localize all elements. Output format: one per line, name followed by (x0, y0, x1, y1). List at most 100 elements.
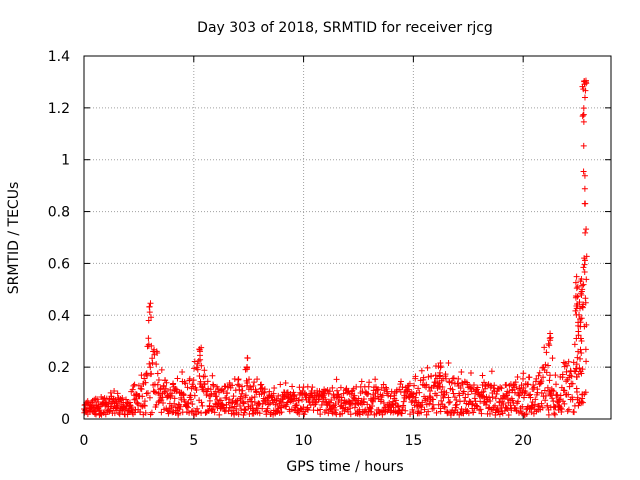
data-point (575, 328, 582, 335)
data-point (341, 407, 348, 414)
data-point (174, 407, 181, 414)
data-point (578, 400, 585, 407)
data-point (470, 382, 477, 389)
data-point (580, 111, 587, 118)
x-tick-label: 15 (404, 433, 422, 449)
data-point (183, 403, 190, 410)
data-point (580, 142, 587, 149)
data-point (295, 397, 302, 404)
plot-frame (83, 55, 612, 420)
data-point (186, 375, 193, 382)
data-point (154, 350, 161, 357)
data-point (405, 386, 412, 393)
data-point (130, 382, 137, 389)
data-point (549, 355, 556, 362)
data-point (438, 389, 445, 396)
data-point (438, 397, 445, 404)
data-point (528, 404, 535, 411)
data-point (233, 405, 240, 412)
data-point (582, 389, 589, 396)
data-point (544, 402, 551, 409)
data-point (473, 402, 480, 409)
data-point (151, 388, 158, 395)
data-point (430, 396, 437, 403)
x-tick-label: 10 (295, 433, 313, 449)
data-point (574, 283, 581, 290)
data-point (483, 399, 490, 406)
data-point (328, 396, 335, 403)
data-point (181, 398, 188, 405)
data-point (277, 381, 284, 388)
data-point (297, 405, 304, 412)
data-point (433, 409, 440, 416)
data-point (203, 391, 210, 398)
data-point (364, 412, 371, 418)
data-point (317, 411, 324, 418)
data-point (505, 412, 512, 419)
data-point (538, 378, 545, 385)
data-point (555, 396, 562, 403)
data-point (242, 407, 249, 414)
data-point (289, 383, 296, 390)
data-point (541, 344, 548, 351)
data-point (576, 311, 583, 318)
data-point (579, 286, 586, 293)
data-point (141, 398, 148, 405)
data-point (197, 352, 204, 359)
data-point (582, 229, 589, 236)
data-point (148, 370, 155, 377)
data-point (545, 411, 552, 418)
data-point (368, 403, 375, 410)
data-point (296, 411, 303, 418)
data-point (322, 396, 329, 403)
data-point (131, 396, 138, 403)
grid (84, 56, 611, 419)
data-point (220, 388, 227, 395)
data-point (451, 394, 458, 401)
data-point (449, 375, 456, 382)
data-point (578, 291, 585, 298)
data-point (466, 398, 473, 405)
data-point (425, 373, 432, 380)
data-point (579, 113, 586, 120)
data-point (358, 378, 365, 385)
data-point (148, 342, 155, 349)
data-point (418, 404, 425, 411)
data-point (366, 379, 373, 386)
data-point (556, 396, 563, 403)
y-tick-label: 1.2 (48, 101, 70, 117)
data-point (520, 375, 527, 382)
y-tick-label: 0.8 (48, 205, 70, 221)
data-point (239, 383, 246, 390)
data-point (439, 384, 446, 391)
data-point (582, 295, 589, 302)
data-point (544, 384, 551, 391)
data-point (365, 390, 372, 397)
data-point (158, 366, 165, 373)
data-point (249, 405, 256, 412)
data-point (194, 360, 201, 367)
data-point (160, 400, 167, 407)
data-point (199, 402, 206, 409)
data-point (580, 281, 587, 288)
data-point (246, 376, 253, 383)
data-point (470, 409, 477, 416)
data-point (581, 261, 588, 268)
data-point (201, 381, 208, 388)
data-point (523, 410, 530, 417)
data-point (394, 402, 401, 409)
data-point (230, 393, 237, 400)
data-point (557, 392, 564, 399)
data-point (429, 401, 436, 408)
data-point (335, 391, 342, 398)
data-point (577, 346, 584, 353)
data-point (187, 396, 194, 403)
data-point (293, 401, 300, 408)
data-point (163, 379, 170, 386)
data-point (503, 381, 510, 388)
data-point (375, 386, 382, 393)
data-point (400, 402, 407, 409)
data-point (251, 398, 258, 405)
data-point (135, 401, 142, 408)
data-point (112, 396, 119, 403)
